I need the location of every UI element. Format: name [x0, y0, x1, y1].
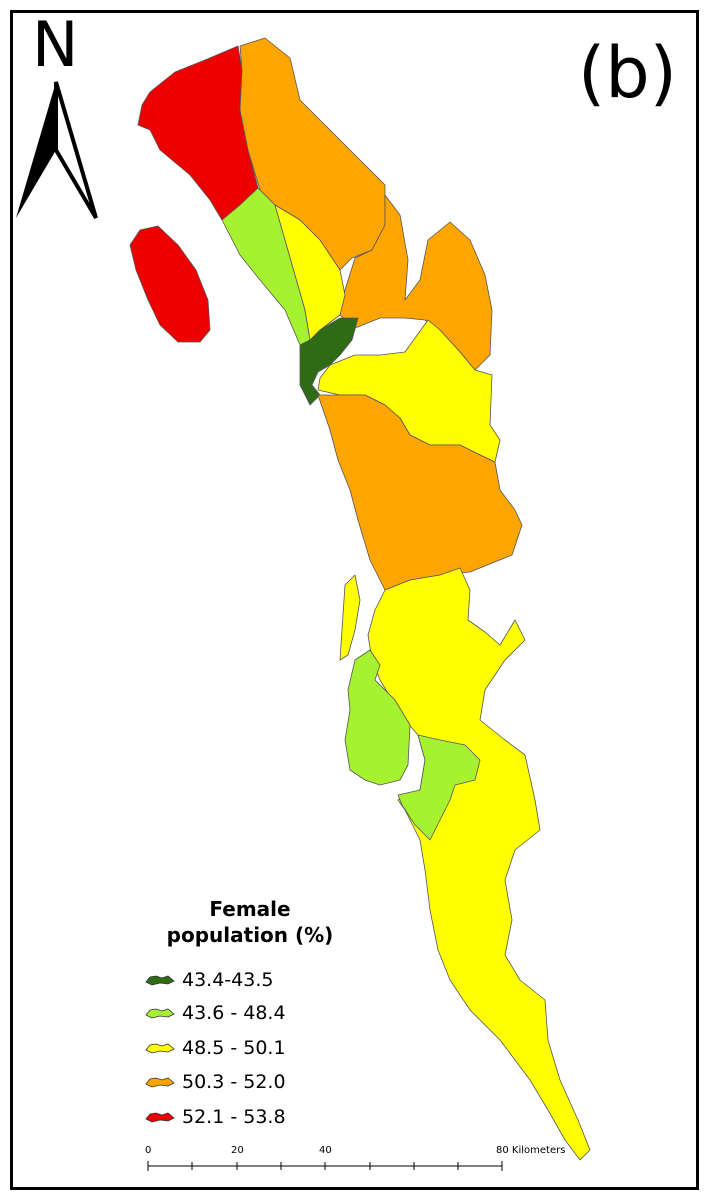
region-yellow-south — [367, 567, 591, 1161]
legend-item: 52.1 - 53.8 — [144, 1104, 286, 1130]
legend-label: 48.5 - 50.1 — [182, 1037, 286, 1059]
scale-label: 20 — [231, 1145, 244, 1156]
scale-label: 80 Kilometers — [496, 1145, 566, 1156]
region-darkgreen — [299, 317, 359, 406]
legend-item: 48.5 - 50.1 — [144, 1035, 286, 1061]
legend-title-line2: population (%) — [166, 923, 334, 947]
legend-label: 43.4-43.5 — [182, 969, 274, 991]
region-orange-central — [317, 394, 523, 591]
legend-item: 43.6 - 48.4 — [144, 1000, 286, 1026]
legend-swatch-icon — [145, 1112, 175, 1123]
legend-title: Female population (%) — [160, 896, 340, 948]
region-orange-north — [239, 37, 386, 271]
region-lightgreen-south — [397, 734, 481, 841]
legend-swatch-icon — [145, 1077, 175, 1088]
legend-label: 52.1 - 53.8 — [182, 1106, 286, 1128]
legend-swatch-icon — [145, 1043, 175, 1054]
north-arrow-icon — [16, 81, 98, 220]
panel-label: (b) — [577, 32, 677, 114]
region-yellow-island — [339, 574, 361, 661]
north-label: N — [32, 8, 79, 81]
region-yellow-northcentral — [274, 204, 346, 341]
legend-label: 50.3 - 52.0 — [182, 1071, 286, 1093]
legend-item: 50.3 - 52.0 — [144, 1069, 286, 1095]
legend-swatch-icon — [145, 975, 175, 986]
scale-label: 0 — [145, 1145, 152, 1156]
region-red-island — [129, 225, 211, 343]
region-red-north — [137, 45, 259, 221]
legend-item: 43.4-43.5 — [144, 967, 273, 993]
region-lightgreen-west — [344, 649, 411, 786]
scale-label: 40 — [319, 1145, 332, 1156]
scale-bar — [147, 1161, 503, 1171]
legend-title-line1: Female — [209, 897, 291, 921]
legend-label: 43.6 - 48.4 — [182, 1002, 286, 1024]
legend-swatch-icon — [145, 1008, 175, 1019]
